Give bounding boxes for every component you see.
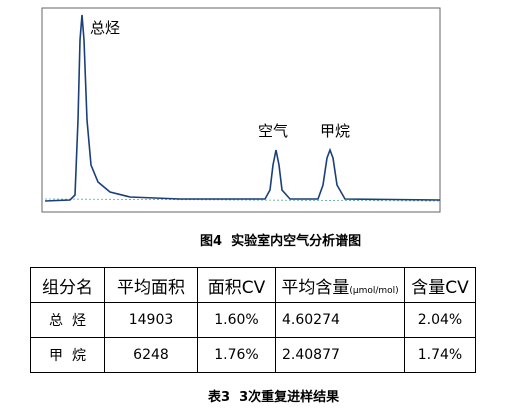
results-table: 组分名 平均面积 面积CV 平均含量(μmol/mol) 含量CV 总 烃 14… <box>30 267 476 373</box>
header-cell: 含量CV <box>404 267 476 303</box>
cell: 4.60274 <box>275 302 405 338</box>
table-row: 甲 烷 6248 1.76% 2.40877 1.74% <box>30 337 476 373</box>
cell: 6248 <box>104 337 198 373</box>
signal-trace <box>44 14 441 202</box>
table-row: 总 烃 14903 1.60% 4.60274 2.04% <box>30 302 476 338</box>
cell: 2.40877 <box>275 337 405 373</box>
cell: 1.60% <box>197 302 276 338</box>
baseline <box>44 198 441 202</box>
header-text: 平均含量 <box>281 277 350 298</box>
cell: 1.76% <box>197 337 276 373</box>
header-cell: 组分名 <box>30 267 105 303</box>
cell: 14903 <box>104 302 198 338</box>
cell: 1.74% <box>404 337 476 373</box>
plot-frame <box>41 7 441 213</box>
figure-caption: 图4 实验室内空气分析谱图 <box>200 234 362 249</box>
table-caption: 表3 3次重复进样结果 <box>208 390 340 405</box>
peak-label: 空气 <box>258 122 288 140</box>
header-cell: 平均面积 <box>104 267 198 303</box>
peak-label: 总烃 <box>90 19 120 37</box>
cell: 2.04% <box>404 302 476 338</box>
cell: 总 烃 <box>30 302 105 338</box>
header-unit: (μmol/mol) <box>349 285 399 296</box>
header-cell: 平均含量(μmol/mol) <box>275 267 405 303</box>
chromatogram: 总烃 空气 甲烷 <box>41 7 441 213</box>
peak-label: 甲烷 <box>320 122 350 140</box>
cell: 甲 烷 <box>30 337 105 373</box>
header-row: 组分名 平均面积 面积CV 平均含量(μmol/mol) 含量CV <box>30 267 476 303</box>
header-cell: 面积CV <box>197 267 276 303</box>
